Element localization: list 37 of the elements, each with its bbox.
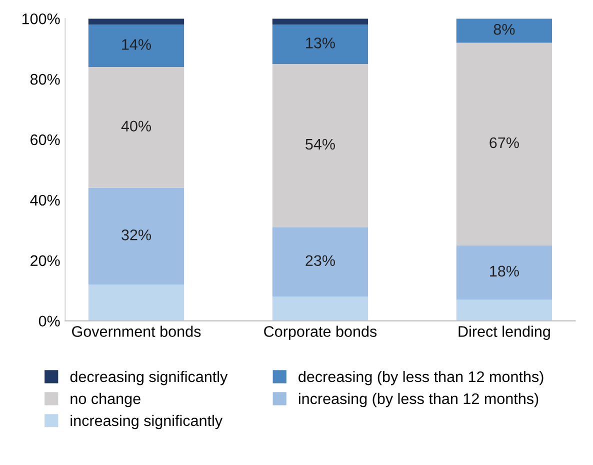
data-label: 32%: [122, 230, 151, 240]
bar: [456, 42, 552, 246]
y-tick-label: 60%: [30, 134, 60, 146]
bar: [272, 296, 368, 321]
bar: [456, 245, 552, 300]
data-label: 54%: [306, 138, 335, 150]
y-tick-label: 100%: [22, 13, 60, 24]
legend-label: increasing (by less than 12 months): [298, 392, 538, 408]
data-label: 8%: [494, 24, 515, 35]
bar: [272, 24, 368, 64]
data-label: 67%: [490, 137, 519, 148]
data-label: 14%: [122, 39, 151, 50]
bar: [272, 227, 368, 297]
legend-label: increasing significantly: [70, 414, 223, 430]
bar: [88, 284, 184, 321]
bar: [272, 18, 368, 25]
data-label: 18%: [490, 266, 519, 277]
bar: [88, 188, 184, 285]
x-tick-label: Government bonds: [72, 326, 201, 337]
bar: [88, 66, 184, 188]
legend-label: no change: [70, 392, 140, 408]
x-tick-label: Direct lending: [458, 326, 550, 340]
data-label: 13%: [306, 38, 335, 48]
legend-label: decreasing significantly: [70, 370, 228, 386]
bar: [272, 64, 368, 228]
y-tick-label: 20%: [30, 255, 60, 266]
y-tick-label: 0%: [38, 316, 60, 327]
bar: [456, 18, 552, 43]
data-label: 40%: [121, 120, 151, 132]
data-label: 23%: [306, 255, 335, 266]
bar: [456, 300, 552, 321]
bar: [88, 18, 184, 25]
y-tick-label: 40%: [30, 194, 60, 206]
y-tick-label: 80%: [30, 74, 60, 85]
bar: [88, 24, 184, 67]
legend-label: decreasing (by less than 12 months): [298, 370, 544, 386]
x-tick-label: Corporate bonds: [264, 326, 377, 340]
